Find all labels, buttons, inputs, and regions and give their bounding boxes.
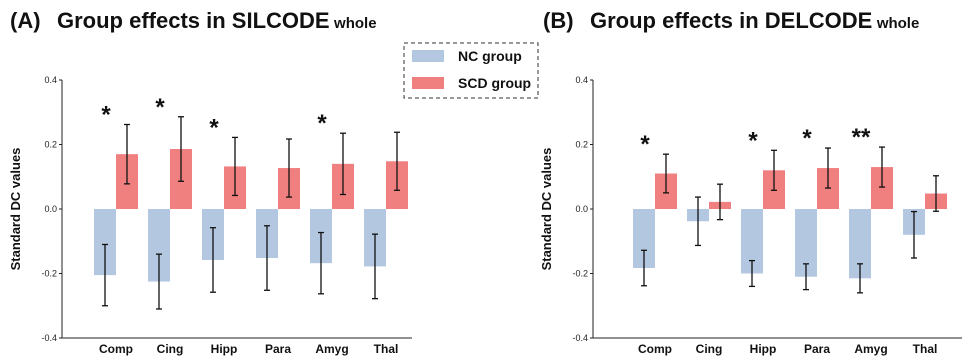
legend-box — [403, 42, 539, 99]
significance-marker: * — [155, 94, 165, 121]
x-tick-label: Para — [265, 342, 291, 356]
chart-panel-a: 0.4 0.2 0.0 -0.2 -0.4 Standard DC values Comp *… — [8, 75, 412, 356]
x-tick-label: Para — [804, 342, 830, 356]
y-tick-label: 0.2 — [44, 140, 57, 150]
significance-marker: * — [640, 131, 650, 158]
x-tick-label: Cing — [696, 342, 723, 356]
legend-swatch-nc — [412, 50, 444, 62]
significance-marker: ** — [852, 124, 871, 151]
bar-nc-para — [795, 209, 817, 277]
x-tick-label: Thal — [374, 342, 399, 356]
y-tick-label: -0.2 — [572, 269, 588, 279]
y-axis-label: Standard DC values — [539, 148, 554, 271]
panel-b-title-main: Group effects in DELCODE — [590, 8, 872, 33]
x-tick-label: Amyg — [854, 342, 887, 356]
bar-scd-amyg — [871, 167, 893, 209]
bar-nc-hipp — [741, 209, 763, 274]
panel-a-title: (A) Group effects in SILCODE whole — [10, 8, 377, 33]
y-axis-label: Standard DC values — [8, 148, 23, 271]
bar-nc-comp — [633, 209, 655, 269]
panel-a-title-sub: whole — [333, 15, 377, 32]
bar-nc-comp — [94, 209, 116, 276]
x-tick-label: Amyg — [315, 342, 348, 356]
y-tick-label: 0.2 — [575, 140, 588, 150]
legend-label-scd: SCD group — [458, 75, 531, 91]
legend-swatch-scd — [412, 77, 444, 89]
x-tick-label: Cing — [157, 342, 184, 356]
y-tick-label: -0.2 — [41, 269, 57, 279]
y-tick-label: -0.4 — [41, 333, 57, 343]
panel-a-label: (A) — [10, 8, 41, 33]
y-tick-label: 0.4 — [44, 75, 57, 85]
x-tick-label: Comp — [638, 342, 672, 356]
x-tick-label: Comp — [99, 342, 133, 356]
significance-marker: * — [209, 114, 219, 141]
chart-panel-b: 0.4 0.2 0.0 -0.2 -0.4 Standard DC values Comp *… — [539, 75, 962, 356]
legend: NC group SCD group — [403, 42, 539, 99]
significance-marker: * — [317, 110, 327, 137]
x-tick-label: Hipp — [211, 342, 238, 356]
panel-b-title-sub: whole — [876, 15, 920, 32]
bar-nc-amyg — [849, 209, 871, 279]
bar-nc-cing — [148, 209, 170, 282]
x-tick-label: Thal — [913, 342, 938, 356]
legend-label-nc: NC group — [458, 48, 522, 64]
significance-marker: * — [802, 125, 812, 152]
significance-marker: * — [748, 127, 758, 154]
panel-b-label: (B) — [543, 8, 574, 33]
y-tick-label: 0.0 — [44, 204, 57, 214]
x-tick-label: Hipp — [750, 342, 777, 356]
panel-a-title-main: Group effects in SILCODE — [57, 8, 330, 33]
panel-b-title: (B) Group effects in DELCODE whole — [543, 8, 919, 33]
significance-marker: * — [101, 102, 111, 129]
y-tick-label: 0.4 — [575, 75, 588, 85]
y-tick-label: -0.4 — [572, 333, 588, 343]
y-tick-label: 0.0 — [575, 204, 588, 214]
